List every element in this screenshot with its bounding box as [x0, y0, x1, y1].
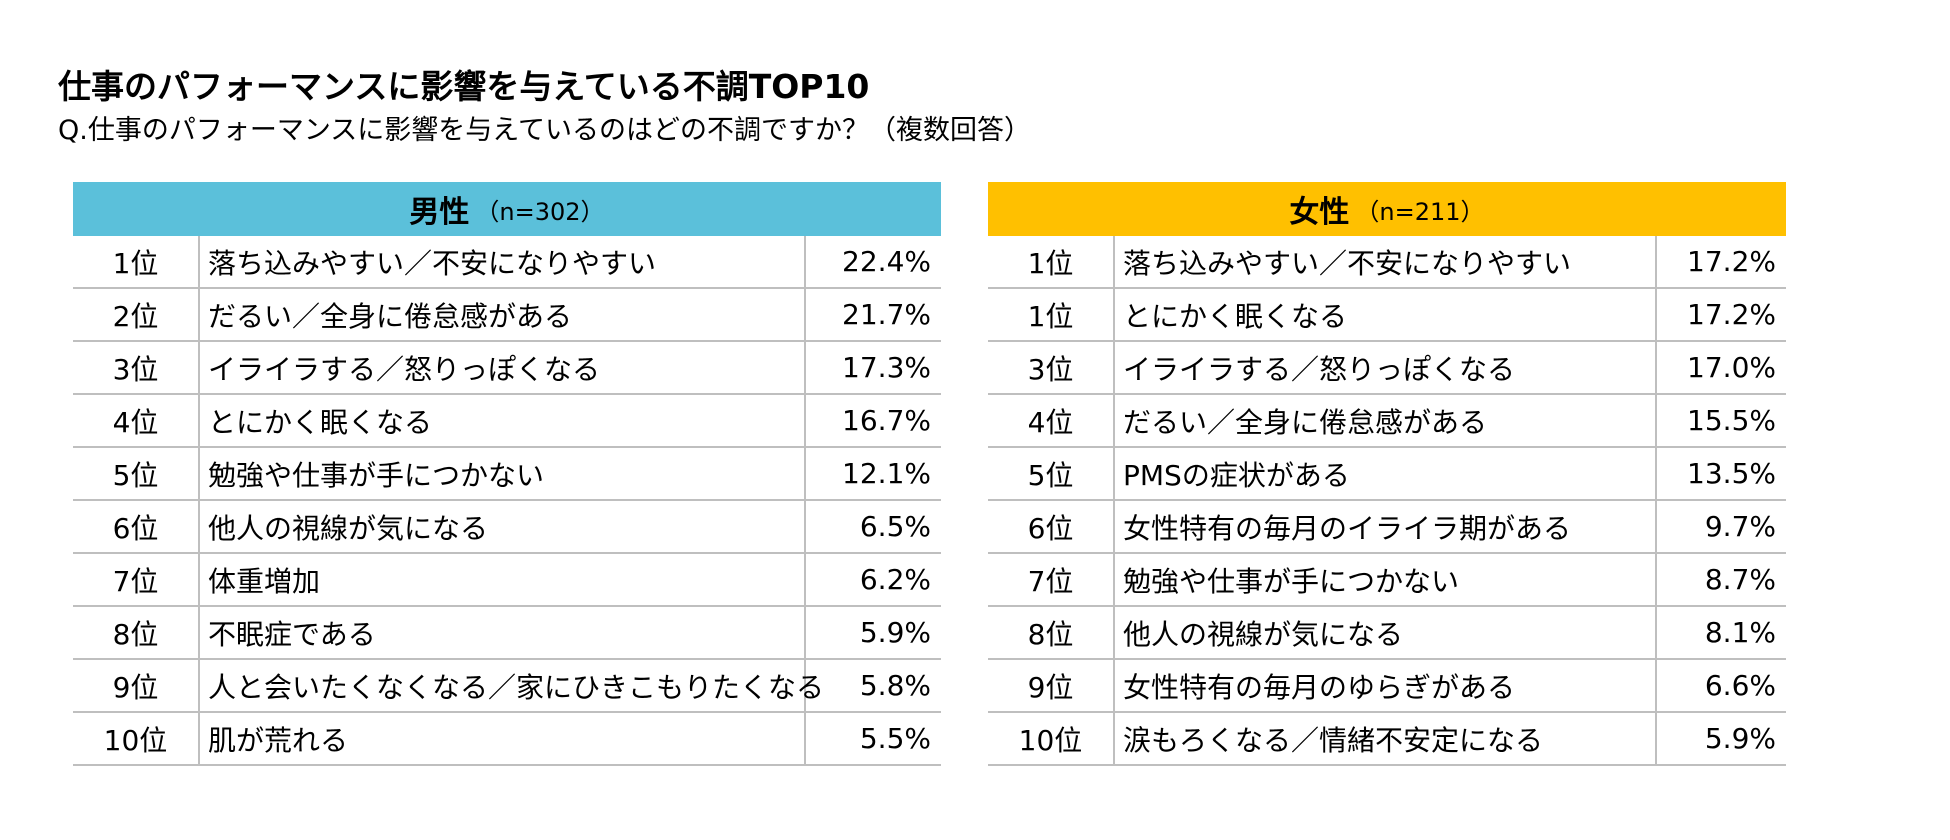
male-value-cell: 5.9%	[859, 616, 931, 649]
male-table-row: 4位 とにかく眠くなる 16.7%	[73, 395, 941, 448]
male-table-row: 8位 不眠症である 5.9%	[73, 607, 941, 660]
male-item-label: 他人の視線が気になる	[200, 501, 806, 552]
female-header-label: 女性	[1289, 195, 1350, 230]
female-value-cell: 8.7%	[1704, 563, 1776, 596]
male-rank-cell: 3位	[73, 342, 200, 393]
male-value-cell: 17.3%	[842, 351, 931, 384]
male-value-cell: 21.7%	[842, 298, 931, 331]
male-sample-size: （n=302）	[475, 197, 605, 226]
male-table-row: 10位 肌が荒れる 5.5%	[73, 713, 941, 766]
female-table: 女性 （n=211） 1位 落ち込みやすい／不安になりやすい 17.2% 1位 とにかく…	[988, 182, 1786, 766]
female-item-label: イライラする／怒りっぽくなる	[1115, 342, 1657, 393]
male-table-row: 9位 人と会いたくなくなる／家にひきこもりたくなる 5.8%	[73, 660, 941, 713]
male-item-label: 不眠症である	[200, 607, 806, 658]
question-subtitle: Q.仕事のパフォーマンスに影響を与えているのはどの不調ですか？（複数回答）	[58, 115, 1031, 146]
male-item-label: 勉強や仕事が手につかない	[200, 448, 806, 499]
female-value-cell: 17.2%	[1687, 245, 1776, 278]
male-table-row: 6位 他人の視線が気になる 6.5%	[73, 501, 941, 554]
female-value-cell: 9.7%	[1704, 510, 1776, 543]
female-item-label: 女性特有の毎月のゆらぎがある	[1115, 660, 1657, 711]
female-rank-cell: 5位	[988, 448, 1115, 499]
female-rank-cell: 8位	[988, 607, 1115, 658]
female-table-row: 9位 女性特有の毎月のゆらぎがある 6.6%	[988, 660, 1786, 713]
female-table-row: 4位 だるい／全身に倦怠感がある 15.5%	[988, 395, 1786, 448]
female-value-cell: 15.5%	[1687, 404, 1776, 437]
female-rank-cell: 7位	[988, 554, 1115, 605]
female-item-label: だるい／全身に倦怠感がある	[1115, 395, 1657, 446]
female-value-cell: 6.6%	[1704, 669, 1776, 702]
female-rank-cell: 10位	[988, 713, 1115, 764]
male-value-cell: 5.5%	[859, 722, 931, 755]
male-rows: 1位 落ち込みやすい／不安になりやすい 22.4% 2位 だるい／全身に倦怠感がある 21…	[73, 236, 941, 766]
female-sample-size: （n=211）	[1355, 197, 1485, 226]
male-table: 男性 （n=302） 1位 落ち込みやすい／不安になりやすい 22.4% 2位 だるい／…	[73, 182, 941, 766]
male-item-label: 肌が荒れる	[200, 713, 806, 764]
male-value-cell: 6.5%	[859, 510, 931, 543]
female-table-row: 3位 イライラする／怒りっぽくなる 17.0%	[988, 342, 1786, 395]
female-table-row: 8位 他人の視線が気になる 8.1%	[988, 607, 1786, 660]
male-rank-cell: 9位	[73, 660, 200, 711]
male-rank-cell: 6位	[73, 501, 200, 552]
female-item-label: PMSの症状がある	[1115, 448, 1657, 499]
male-rank-cell: 5位	[73, 448, 200, 499]
male-value-cell: 6.2%	[859, 563, 931, 596]
female-value-cell: 17.2%	[1687, 298, 1776, 331]
male-rank-cell: 10位	[73, 713, 200, 764]
male-rank-cell: 4位	[73, 395, 200, 446]
male-table-row: 3位 イライラする／怒りっぽくなる 17.3%	[73, 342, 941, 395]
male-table-header: 男性 （n=302）	[73, 182, 941, 236]
male-table-row: 7位 体重増加 6.2%	[73, 554, 941, 607]
female-table-header: 女性 （n=211）	[988, 182, 1786, 236]
female-rank-cell: 1位	[988, 289, 1115, 340]
male-rank-cell: 1位	[73, 236, 200, 287]
female-item-label: 女性特有の毎月のイライラ期がある	[1115, 501, 1657, 552]
female-value-cell: 8.1%	[1704, 616, 1776, 649]
male-item-label: とにかく眠くなる	[200, 395, 806, 446]
chart-title: 仕事のパフォーマンスに影響を与えている不調TOP10	[58, 67, 870, 106]
female-rank-cell: 3位	[988, 342, 1115, 393]
male-value-cell: 16.7%	[842, 404, 931, 437]
female-item-label: 勉強や仕事が手につかない	[1115, 554, 1657, 605]
female-value-cell: 13.5%	[1687, 457, 1776, 490]
male-item-label: 人と会いたくなくなる／家にひきこもりたくなる	[200, 660, 824, 711]
female-table-row: 6位 女性特有の毎月のイライラ期がある 9.7%	[988, 501, 1786, 554]
male-rank-cell: 8位	[73, 607, 200, 658]
male-rank-cell: 7位	[73, 554, 200, 605]
male-item-label: だるい／全身に倦怠感がある	[200, 289, 806, 340]
female-value-cell: 17.0%	[1687, 351, 1776, 384]
male-item-label: 落ち込みやすい／不安になりやすい	[200, 236, 806, 287]
female-item-label: 落ち込みやすい／不安になりやすい	[1115, 236, 1657, 287]
female-table-row: 5位 PMSの症状がある 13.5%	[988, 448, 1786, 501]
male-item-label: 体重増加	[200, 554, 806, 605]
female-table-row: 1位 落ち込みやすい／不安になりやすい 17.2%	[988, 236, 1786, 289]
male-value-cell: 12.1%	[842, 457, 931, 490]
female-rank-cell: 4位	[988, 395, 1115, 446]
male-value-cell: 22.4%	[842, 245, 931, 278]
male-rank-cell: 2位	[73, 289, 200, 340]
female-table-row: 10位 涙もろくなる／情緒不安定になる 5.9%	[988, 713, 1786, 766]
male-item-label: イライラする／怒りっぽくなる	[200, 342, 806, 393]
female-rank-cell: 6位	[988, 501, 1115, 552]
female-table-row: 7位 勉強や仕事が手につかない 8.7%	[988, 554, 1786, 607]
male-table-row: 1位 落ち込みやすい／不安になりやすい 22.4%	[73, 236, 941, 289]
male-table-row: 5位 勉強や仕事が手につかない 12.1%	[73, 448, 941, 501]
female-item-label: 涙もろくなる／情緒不安定になる	[1115, 713, 1657, 764]
female-rank-cell: 1位	[988, 236, 1115, 287]
female-value-cell: 5.9%	[1704, 722, 1776, 755]
male-value-cell: 5.8%	[859, 669, 931, 702]
female-rank-cell: 9位	[988, 660, 1115, 711]
female-rows: 1位 落ち込みやすい／不安になりやすい 17.2% 1位 とにかく眠くなる 17.2% 3位…	[988, 236, 1786, 766]
female-item-label: とにかく眠くなる	[1115, 289, 1657, 340]
male-table-row: 2位 だるい／全身に倦怠感がある 21.7%	[73, 289, 941, 342]
female-table-row: 1位 とにかく眠くなる 17.2%	[988, 289, 1786, 342]
male-header-label: 男性	[409, 195, 470, 230]
female-item-label: 他人の視線が気になる	[1115, 607, 1657, 658]
